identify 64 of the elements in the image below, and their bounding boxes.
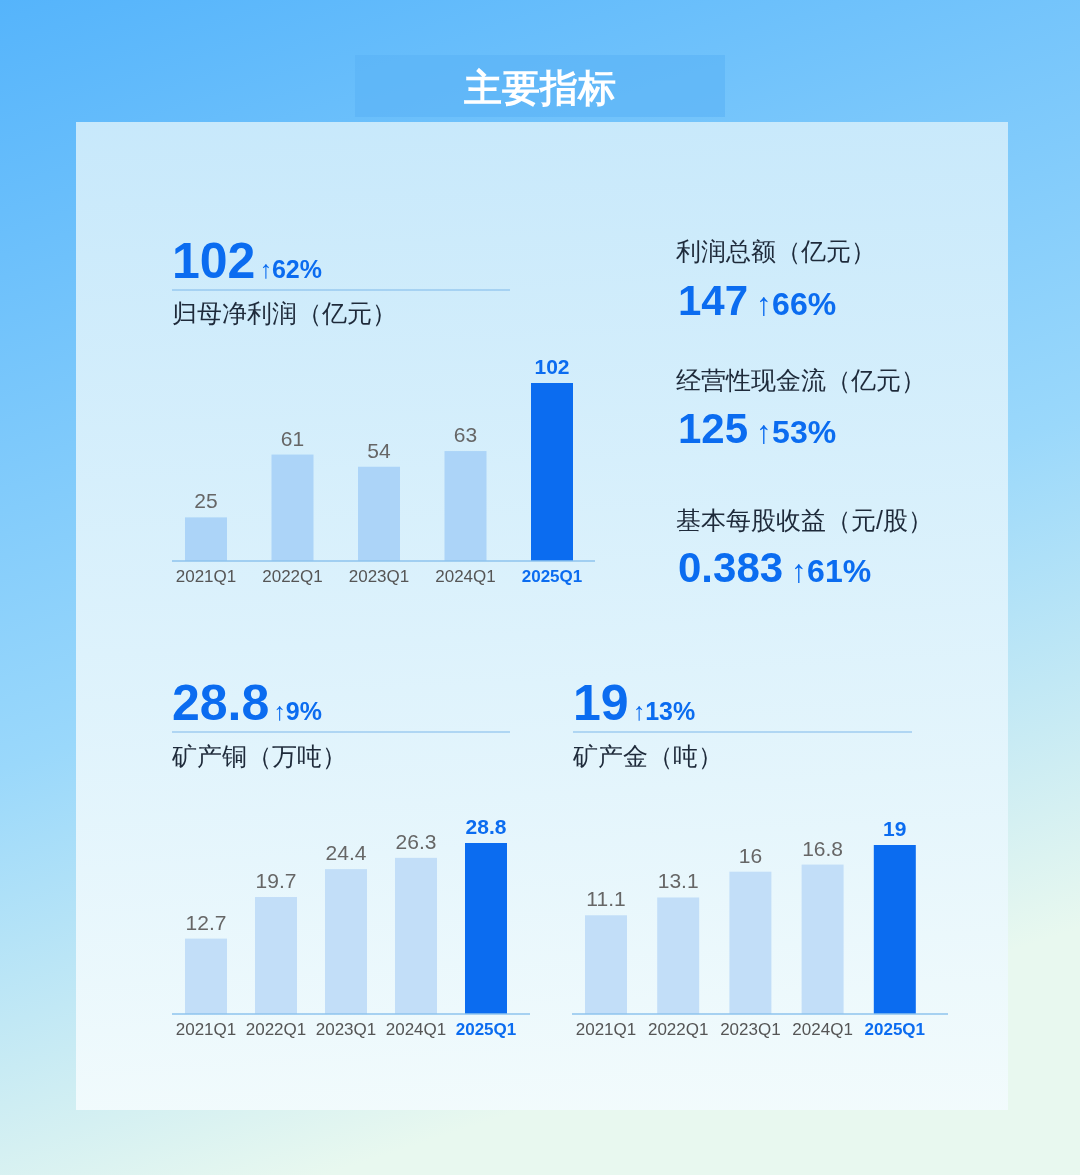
text: 0.383 [678, 544, 784, 591]
data-label: 26.3 [395, 829, 437, 853]
bar [255, 897, 297, 1014]
text: 147 [678, 277, 749, 324]
text: ↑61% [791, 553, 872, 589]
data-label: 24.4 [325, 841, 367, 865]
x-tick-label: 2025Q1 [864, 1020, 926, 1039]
bar [873, 845, 916, 1014]
bar [325, 869, 367, 1014]
x-tick-label: 2025Q1 [455, 1020, 517, 1039]
x-tick-label: 2023Q1 [720, 1020, 781, 1039]
data-label: 63 [453, 423, 478, 447]
data-label: 19 [883, 817, 907, 840]
chart-title: 矿产铜（万吨） [171, 742, 347, 770]
x-tick-label: 2022Q1 [262, 567, 323, 586]
data-label: 61 [280, 426, 305, 450]
data-label: 16.8 [802, 836, 844, 860]
bar [729, 871, 772, 1014]
x-tick-label: 2024Q1 [435, 567, 496, 586]
data-label: 12.7 [185, 910, 227, 934]
x-tick-label: 2025Q1 [521, 567, 583, 586]
text: ↑13% [632, 697, 696, 725]
bar [465, 843, 507, 1014]
data-label: 102 [534, 355, 570, 378]
text: 利润总额（亿元） [676, 237, 876, 265]
bar [185, 517, 227, 561]
text: ↑62% [259, 255, 322, 283]
bar [358, 466, 400, 561]
text: 基本每股收益（元/股） [676, 506, 933, 534]
text: 主要指标 [464, 67, 616, 109]
x-tick-label: 2021Q1 [175, 1020, 237, 1039]
text: ↑53% [756, 414, 837, 450]
bar [185, 938, 227, 1014]
text: 102 [172, 233, 256, 289]
bar [657, 897, 700, 1014]
text: 28.8 [172, 675, 270, 731]
chart-title: 归母净利润（亿元） [172, 299, 397, 327]
data-label: 25 [194, 489, 218, 513]
data-label: 16 [738, 843, 763, 867]
text: ↑66% [756, 286, 837, 322]
data-label: 13.1 [657, 869, 699, 893]
text: 125 [678, 405, 749, 452]
data-label: 54 [367, 438, 391, 462]
x-tick-label: 2024Q1 [792, 1020, 853, 1039]
text: 19 [573, 675, 629, 731]
bar [531, 383, 573, 561]
text: ↑9% [273, 697, 322, 725]
data-label: 11.1 [586, 887, 626, 911]
bar [395, 857, 437, 1014]
x-tick-label: 2022Q1 [245, 1020, 307, 1039]
x-tick-label: 2021Q1 [575, 1020, 637, 1039]
x-tick-label: 2023Q1 [315, 1020, 377, 1039]
chart-title: 矿产金（吨） [572, 742, 723, 770]
x-tick-label: 2021Q1 [175, 567, 237, 586]
x-tick-label: 2022Q1 [647, 1020, 709, 1039]
bar [801, 864, 844, 1014]
text: 经营性现金流（亿元） [676, 366, 926, 394]
bar [585, 915, 627, 1014]
data-label: 19.7 [255, 869, 297, 893]
bar [444, 451, 487, 561]
x-tick-label: 2023Q1 [348, 567, 410, 586]
bar [271, 454, 314, 561]
data-label: 28.8 [465, 815, 507, 838]
x-tick-label: 2024Q1 [385, 1020, 447, 1039]
